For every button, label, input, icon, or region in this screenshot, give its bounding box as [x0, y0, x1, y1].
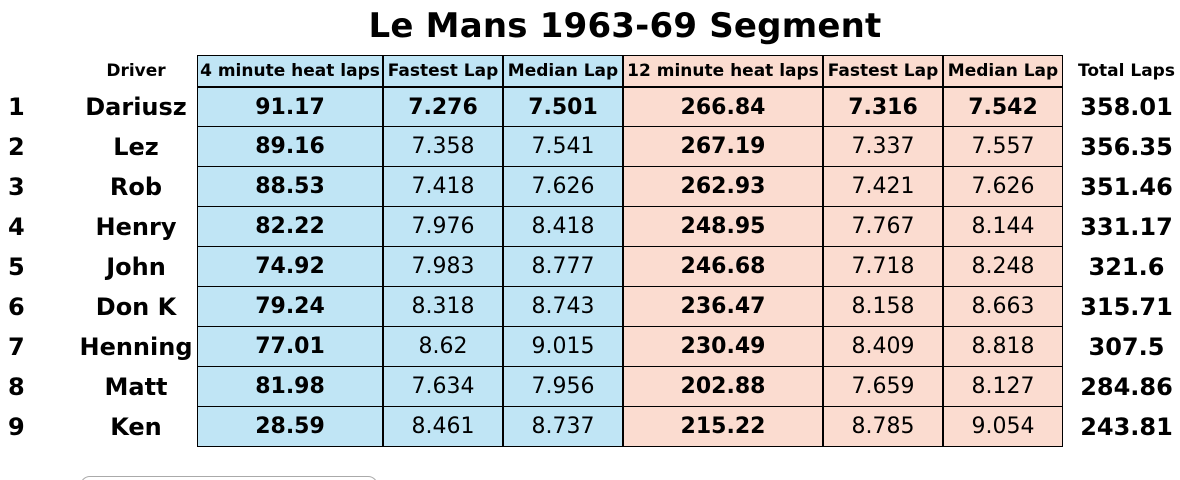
- driver-cell: Rob: [109, 173, 163, 201]
- median-lap-4min-cell: 8.418: [503, 207, 623, 247]
- fastest-lap-4min-cell: 7.983: [383, 247, 503, 287]
- total-laps-cell: 243.81: [1080, 413, 1173, 441]
- median-lap-12min-cell: 7.626: [943, 167, 1063, 207]
- fastest-lap-4min-cell: 7.276: [383, 87, 503, 127]
- total-laps-cell: 331.17: [1080, 213, 1173, 241]
- fastest-lap-12min-cell: 7.421: [823, 167, 943, 207]
- header-12min-heat-laps: 12 minute heat laps: [623, 55, 823, 87]
- 4min-heat-laps-cell: 81.98: [197, 367, 383, 407]
- median-lap-12min-cell: 8.818: [943, 327, 1063, 367]
- fastest-lap-4min-cell: 8.461: [383, 407, 503, 447]
- fastest-lap-4min-cell: 8.318: [383, 287, 503, 327]
- median-lap-4min-cell: 7.501: [503, 87, 623, 127]
- 12min-heat-laps-cell: 246.68: [623, 247, 823, 287]
- total-laps-cell: 315.71: [1080, 293, 1173, 321]
- fastest-lap-12min-cell: 7.767: [823, 207, 943, 247]
- driver-cell: Ken: [110, 413, 162, 441]
- header-fastest-lap-4min: Fastest Lap: [383, 55, 503, 87]
- rank-cell: 5: [8, 253, 25, 281]
- median-lap-12min-cell: 7.557: [943, 127, 1063, 167]
- 4min-heat-laps-cell: 79.24: [197, 287, 383, 327]
- fastest-lap-4min-cell: 7.634: [383, 367, 503, 407]
- total-laps-cell: 284.86: [1080, 373, 1173, 401]
- 4min-heat-laps-cell: 89.16: [197, 127, 383, 167]
- median-lap-12min-cell: 7.542: [943, 87, 1063, 127]
- header-median-lap-12min: Median Lap: [943, 55, 1063, 87]
- median-lap-12min-cell: 8.127: [943, 367, 1063, 407]
- fastest-lap-12min-cell: 7.659: [823, 367, 943, 407]
- 4min-heat-laps-cell: 82.22: [197, 207, 383, 247]
- fastest-lap-12min-cell: 8.158: [823, 287, 943, 327]
- rank-cell: 9: [8, 413, 25, 441]
- 12min-heat-laps-cell: 215.22: [623, 407, 823, 447]
- 12min-heat-laps-cell: 266.84: [623, 87, 823, 127]
- median-lap-4min-cell: 9.015: [503, 327, 623, 367]
- rank-cell: 3: [8, 173, 25, 201]
- rank-cell: 8: [8, 373, 25, 401]
- fastest-lap-4min-cell: 8.62: [383, 327, 503, 367]
- 4min-heat-laps-cell: 88.53: [197, 167, 383, 207]
- fastest-lap-12min-cell: 8.409: [823, 327, 943, 367]
- driver-cell: Henry: [95, 213, 177, 241]
- fastest-lap-12min-cell: 7.718: [823, 247, 943, 287]
- total-laps-cell: 321.6: [1088, 253, 1165, 281]
- driver-cell: Matt: [104, 373, 168, 401]
- fastest-lap-12min-cell: 8.785: [823, 407, 943, 447]
- scrollbar-stub[interactable]: [80, 476, 378, 480]
- median-lap-4min-cell: 8.777: [503, 247, 623, 287]
- median-lap-12min-cell: 8.248: [943, 247, 1063, 287]
- header-fastest-lap-12min: Fastest Lap: [823, 55, 943, 87]
- rank-cell: 1: [8, 93, 25, 121]
- rank-cell: 7: [8, 333, 25, 361]
- 4min-heat-laps-cell: 28.59: [197, 407, 383, 447]
- median-lap-4min-cell: 7.541: [503, 127, 623, 167]
- 12min-heat-laps-cell: 267.19: [623, 127, 823, 167]
- 12min-heat-laps-cell: 202.88: [623, 367, 823, 407]
- median-lap-4min-cell: 8.743: [503, 287, 623, 327]
- fastest-lap-4min-cell: 7.976: [383, 207, 503, 247]
- 4min-heat-laps-cell: 77.01: [197, 327, 383, 367]
- header-4min-heat-laps: 4 minute heat laps: [197, 55, 383, 87]
- 12min-heat-laps-cell: 262.93: [623, 167, 823, 207]
- driver-cell: Henning: [79, 333, 193, 361]
- total-laps-cell: 307.5: [1088, 333, 1165, 361]
- 4min-heat-laps-cell: 91.17: [197, 87, 383, 127]
- driver-cell: John: [106, 253, 166, 281]
- rank-cell: 2: [8, 133, 25, 161]
- fastest-lap-4min-cell: 7.358: [383, 127, 503, 167]
- driver-cell: Dariusz: [85, 93, 187, 121]
- median-lap-12min-cell: 8.144: [943, 207, 1063, 247]
- fastest-lap-4min-cell: 7.418: [383, 167, 503, 207]
- median-lap-12min-cell: 8.663: [943, 287, 1063, 327]
- total-laps-cell: 351.46: [1080, 173, 1173, 201]
- rank-cell: 6: [8, 293, 25, 321]
- fastest-lap-12min-cell: 7.337: [823, 127, 943, 167]
- fastest-lap-12min-cell: 7.316: [823, 87, 943, 127]
- 4min-heat-laps-cell: 74.92: [197, 247, 383, 287]
- driver-cell: Lez: [113, 133, 159, 161]
- median-lap-4min-cell: 7.956: [503, 367, 623, 407]
- page-title: Le Mans 1963-69 Segment: [368, 6, 882, 46]
- median-lap-12min-cell: 9.054: [943, 407, 1063, 447]
- 12min-heat-laps-cell: 248.95: [623, 207, 823, 247]
- total-laps-cell: 356.35: [1080, 133, 1173, 161]
- rank-cell: 4: [8, 213, 25, 241]
- header-total-laps: Total Laps: [1078, 61, 1175, 81]
- median-lap-4min-cell: 7.626: [503, 167, 623, 207]
- driver-cell: Don K: [95, 293, 177, 321]
- 12min-heat-laps-cell: 236.47: [623, 287, 823, 327]
- header-median-lap-4min: Median Lap: [503, 55, 623, 87]
- 12min-heat-laps-cell: 230.49: [623, 327, 823, 367]
- total-laps-cell: 358.01: [1080, 93, 1173, 121]
- header-driver: Driver: [106, 61, 166, 81]
- median-lap-4min-cell: 8.737: [503, 407, 623, 447]
